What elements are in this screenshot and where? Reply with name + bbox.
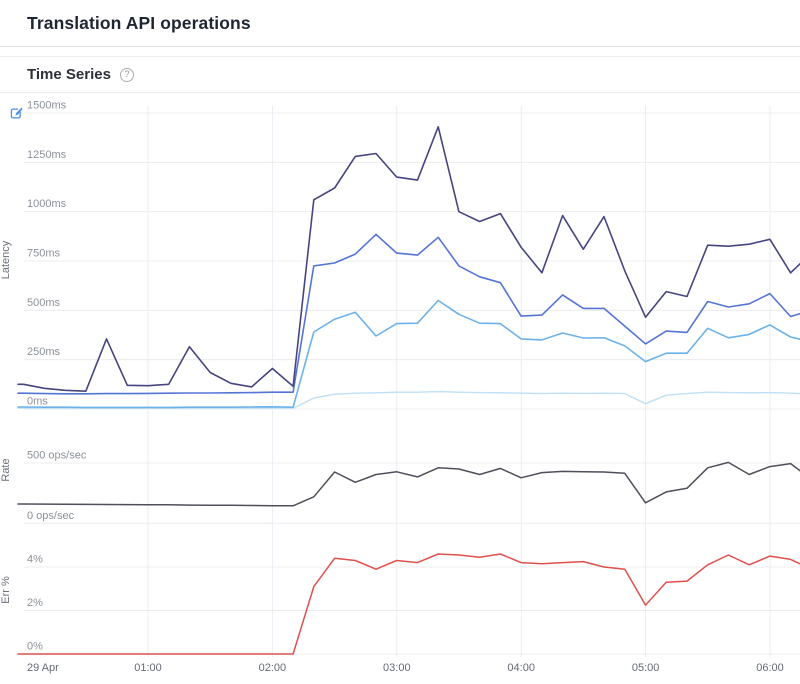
- time-series-chart[interactable]: 1500ms 1250ms 1000ms 750ms 500ms 250ms 0ms Late…: [0, 93, 800, 684]
- panel-title: Time Series: [27, 66, 111, 83]
- latency-tick-label: 500ms: [27, 297, 61, 309]
- x-axis-label: 05:00: [632, 662, 660, 674]
- x-axis-label: 29 Apr: [27, 662, 59, 674]
- page-title: Translation API operations: [27, 12, 251, 33]
- x-axis-label: 06:00: [756, 662, 784, 674]
- latency-tick-label: 250ms: [27, 346, 61, 358]
- x-axis-label: 01:00: [134, 662, 162, 674]
- page-title-bar: Translation API operations: [0, 0, 800, 47]
- err-tick-label: 2%: [27, 597, 43, 609]
- time-series-panel-header: Time Series ?: [0, 56, 800, 93]
- x-axis-label: 02:00: [259, 662, 287, 674]
- latency-line-2: [17, 233, 800, 395]
- rate-axis-label: Rate: [0, 458, 12, 481]
- help-icon[interactable]: ?: [119, 67, 134, 82]
- err-panel: 4% 2% 0% Err %: [0, 553, 800, 655]
- latency-tick-label: 1500ms: [27, 100, 67, 112]
- latency-line-3: [17, 299, 800, 409]
- x-axis-label: 04:00: [507, 662, 535, 674]
- x-axis-labels: 29 Apr 01:00 02:00 03:00 04:00 05:00 06:00: [27, 662, 784, 674]
- rate-panel: 500 ops/sec 0 ops/sec Rate: [0, 450, 800, 524]
- latency-tick-label: 750ms: [27, 248, 61, 260]
- latency-tick-label: 1000ms: [27, 198, 67, 210]
- x-axis-label: 03:00: [383, 662, 411, 674]
- latency-tick-label: 1250ms: [27, 149, 67, 161]
- latency-tick-label: 0ms: [27, 396, 48, 408]
- latency-axis-label: Latency: [0, 240, 12, 279]
- rate-tick-label: 500 ops/sec: [27, 450, 87, 462]
- rate-tick-label: 0 ops/sec: [27, 510, 75, 522]
- err-tick-label: 4%: [27, 554, 43, 566]
- rate-line-1: [17, 461, 800, 507]
- edit-chart-button[interactable]: [9, 106, 24, 121]
- err-axis-label: Err %: [0, 576, 12, 604]
- latency-line-1: [17, 126, 800, 393]
- err-line-1: [17, 553, 800, 655]
- latency-panel: 1500ms 1250ms 1000ms 750ms 500ms 250ms 0ms Late…: [0, 100, 800, 410]
- err-tick-label: 0%: [27, 641, 43, 653]
- vertical-gridlines: [147, 106, 771, 657]
- latency-line-4: [17, 390, 800, 409]
- edit-icon: [10, 107, 23, 119]
